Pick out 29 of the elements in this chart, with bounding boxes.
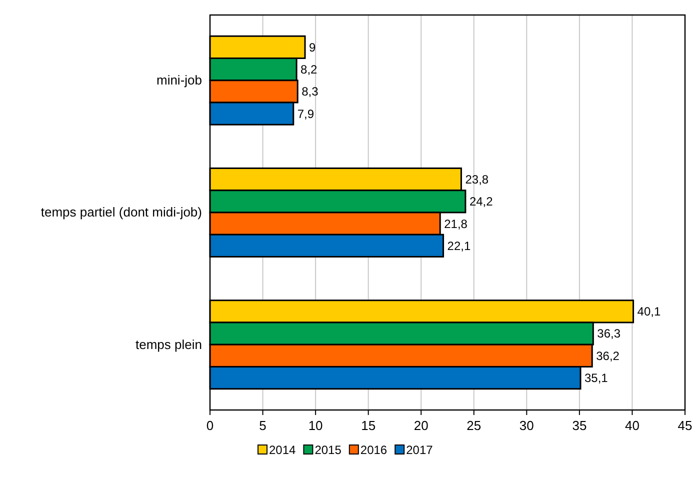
- legend-label: 2017: [406, 443, 434, 458]
- x-tick-label: 45: [678, 418, 692, 434]
- x-tick-label: 20: [414, 418, 428, 434]
- legend-label: 2015: [314, 443, 342, 458]
- x-tick-label: 30: [519, 418, 534, 434]
- x-tick-label: 10: [308, 418, 323, 434]
- data-label: 23,8: [465, 172, 489, 187]
- x-tick-label: 25: [466, 418, 482, 434]
- x-tick-label: 40: [624, 418, 640, 434]
- data-label: 22,1: [447, 238, 471, 253]
- legend-label: 2014: [269, 443, 296, 458]
- legend-label: 2016: [360, 443, 388, 458]
- data-label: 24,2: [469, 194, 494, 209]
- data-label: 40,1: [637, 304, 661, 319]
- data-label: 21,8: [444, 216, 468, 231]
- data-label: 8,2: [300, 62, 318, 77]
- data-label: 9: [309, 40, 316, 54]
- data-label: 36,3: [597, 326, 621, 341]
- y-tick-label: mini-job: [156, 72, 202, 88]
- x-tick-label: 15: [361, 418, 376, 434]
- data-label: 36,2: [596, 348, 620, 363]
- y-tick-label: temps partiel (dont midi-job): [40, 204, 202, 220]
- x-tick-label: 5: [259, 418, 266, 434]
- data-label: 8,3: [302, 84, 319, 99]
- y-tick-label: temps plein: [136, 336, 202, 352]
- data-label: 35,1: [584, 371, 608, 385]
- x-tick-label: 35: [572, 418, 587, 434]
- data-label: 7,9: [297, 106, 314, 121]
- x-tick-label: 0: [206, 418, 214, 434]
